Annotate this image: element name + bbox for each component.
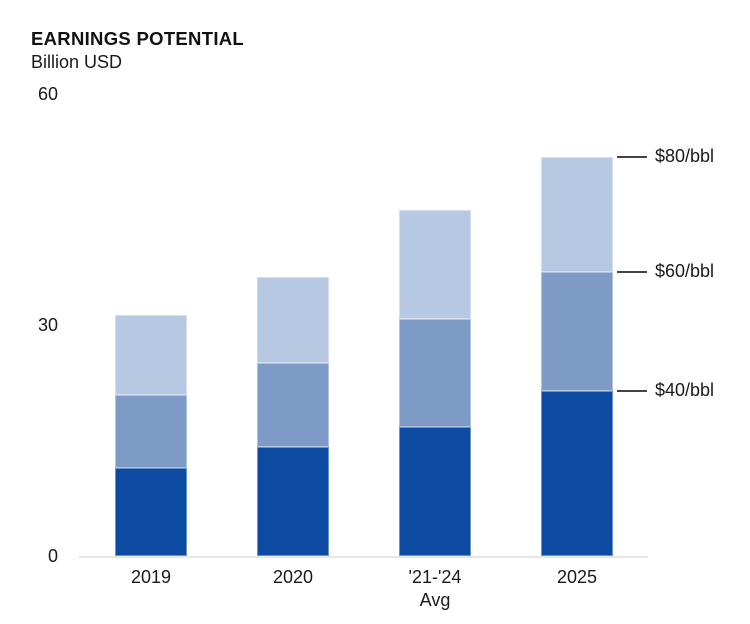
chart-subtitle: Billion USD <box>31 52 123 72</box>
bar-segment <box>257 362 329 448</box>
bar-segment <box>399 427 471 556</box>
chart-title: EARNINGS POTENTIAL <box>31 28 245 49</box>
category-label: 2019 <box>130 567 172 587</box>
bar-segment <box>257 277 329 363</box>
annotation-label: $40/bbl <box>655 380 715 401</box>
x-axis-line <box>79 556 648 558</box>
bar-segment <box>399 318 471 428</box>
annotation-dash <box>617 270 647 273</box>
y-axis-tick-label: 0 <box>47 546 58 566</box>
category-label: 2025 <box>556 567 598 587</box>
bar-segment <box>115 468 187 556</box>
bar-segment <box>257 447 329 556</box>
annotation-dash <box>617 390 647 393</box>
category-label: '21-'24 Avg <box>408 567 462 610</box>
bar-segment <box>541 157 613 272</box>
annotation-label: $80/bbl <box>655 146 715 167</box>
annotation-label: $60/bbl <box>655 260 715 281</box>
bar-segment <box>115 314 187 396</box>
annotation-dash <box>617 156 647 159</box>
bar-segment <box>399 209 471 319</box>
category-label: 2020 <box>272 567 314 587</box>
bar-segment <box>541 391 613 556</box>
y-axis-tick-label: 30 <box>37 315 58 335</box>
y-axis-tick-label: 60 <box>37 84 58 104</box>
bar-segment <box>115 395 187 469</box>
bar-segment <box>541 271 613 392</box>
